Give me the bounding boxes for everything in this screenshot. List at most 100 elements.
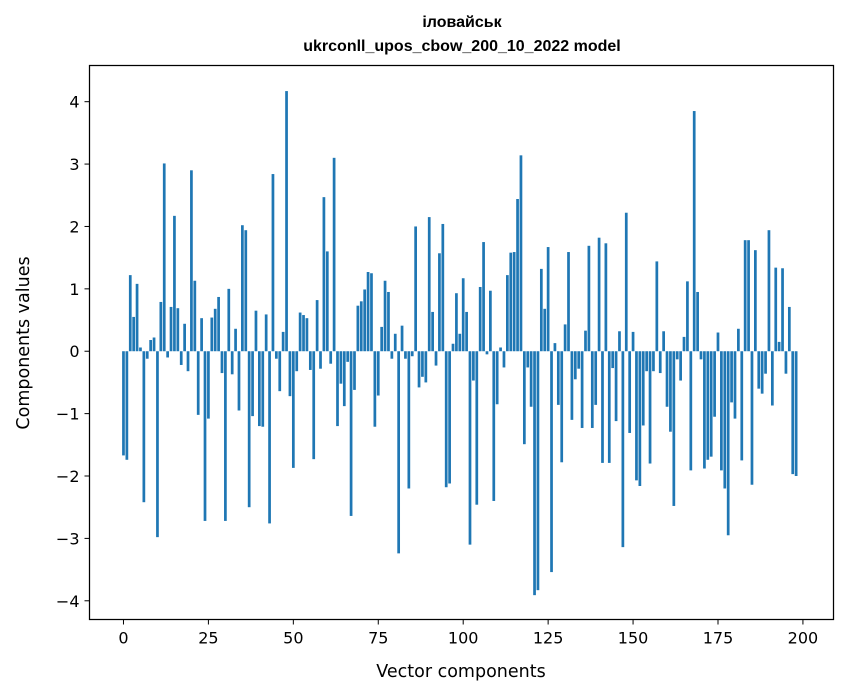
x-axis-ticks: 0 25 50 75 100 125 150 175 200 — [118, 619, 819, 648]
chart-title: іловайськ — [422, 14, 502, 31]
bar — [652, 351, 655, 372]
bar — [573, 351, 577, 380]
bar — [645, 351, 649, 372]
bar — [628, 351, 632, 433]
bar — [234, 328, 237, 352]
bar — [733, 351, 737, 419]
bar — [526, 351, 530, 368]
bar — [421, 351, 424, 377]
bar — [546, 247, 550, 352]
bar — [770, 351, 774, 406]
bar — [373, 351, 377, 427]
bar — [220, 351, 224, 374]
bar — [611, 351, 615, 369]
bar — [672, 351, 676, 506]
x-tick-label: 200 — [788, 629, 819, 648]
bar — [512, 252, 516, 352]
bar — [213, 308, 217, 352]
bar — [614, 351, 618, 422]
chart-subtitle: ukrconll_upos_cbow_200_10_2022 model — [303, 38, 620, 55]
bar — [196, 351, 200, 415]
bar — [376, 351, 380, 396]
bar — [132, 316, 136, 352]
bar — [298, 312, 302, 352]
bar — [509, 252, 513, 352]
bar — [407, 351, 411, 489]
bar — [438, 253, 441, 352]
bar — [152, 337, 156, 352]
y-tick-label: 3 — [69, 155, 79, 174]
bar — [400, 325, 404, 352]
bar — [686, 281, 689, 352]
bar — [522, 351, 526, 445]
bar — [689, 351, 693, 471]
bar — [390, 351, 394, 359]
bar — [353, 351, 356, 390]
bar — [427, 217, 431, 352]
bar — [658, 351, 662, 374]
bar — [781, 268, 784, 352]
bar — [767, 230, 771, 352]
bar — [706, 351, 710, 460]
bar — [274, 351, 278, 359]
bar — [383, 280, 387, 352]
bar — [570, 351, 574, 420]
bar — [662, 331, 665, 352]
bar — [455, 293, 458, 352]
bar — [258, 351, 261, 427]
bar — [675, 351, 679, 360]
bar — [410, 351, 414, 357]
bar — [536, 351, 540, 591]
bar — [584, 330, 587, 352]
bar — [285, 91, 288, 352]
bar — [726, 351, 730, 536]
bar — [149, 340, 153, 352]
y-tick-label: 4 — [69, 93, 79, 112]
bar — [251, 351, 254, 417]
bar — [750, 351, 754, 485]
bar — [740, 351, 744, 461]
bar — [159, 301, 163, 352]
bar — [624, 212, 628, 352]
bar — [312, 351, 316, 460]
x-tick-label: 150 — [618, 629, 649, 648]
bar — [342, 351, 346, 407]
bar — [489, 290, 492, 352]
x-axis-label: Vector components — [376, 662, 545, 682]
bar — [669, 351, 672, 432]
bar — [397, 351, 401, 554]
bar — [451, 343, 455, 352]
bar — [329, 351, 333, 364]
bar — [370, 273, 373, 352]
bar — [516, 199, 519, 352]
bar — [339, 351, 343, 384]
bar — [190, 170, 193, 352]
bar — [601, 351, 604, 463]
bar — [173, 215, 176, 352]
bar — [757, 351, 761, 389]
bar — [529, 351, 533, 407]
bar — [743, 240, 747, 352]
bar — [597, 237, 601, 352]
bar — [448, 351, 451, 484]
bar — [577, 351, 581, 369]
bar — [281, 331, 285, 352]
bar — [203, 351, 207, 521]
y-tick-label: 0 — [69, 342, 79, 361]
bar — [492, 351, 496, 501]
bar — [631, 331, 635, 352]
bar — [332, 157, 336, 352]
y-tick-label: 1 — [69, 280, 79, 299]
bar — [461, 278, 465, 352]
bar — [237, 351, 241, 411]
bar — [424, 351, 428, 383]
y-tick-label: −2 — [56, 467, 80, 486]
bar — [264, 314, 268, 352]
bar — [176, 308, 180, 352]
x-tick-label: 0 — [118, 629, 128, 648]
bar — [774, 267, 778, 352]
bar — [506, 275, 509, 352]
bar — [641, 351, 645, 426]
bar — [434, 351, 438, 366]
